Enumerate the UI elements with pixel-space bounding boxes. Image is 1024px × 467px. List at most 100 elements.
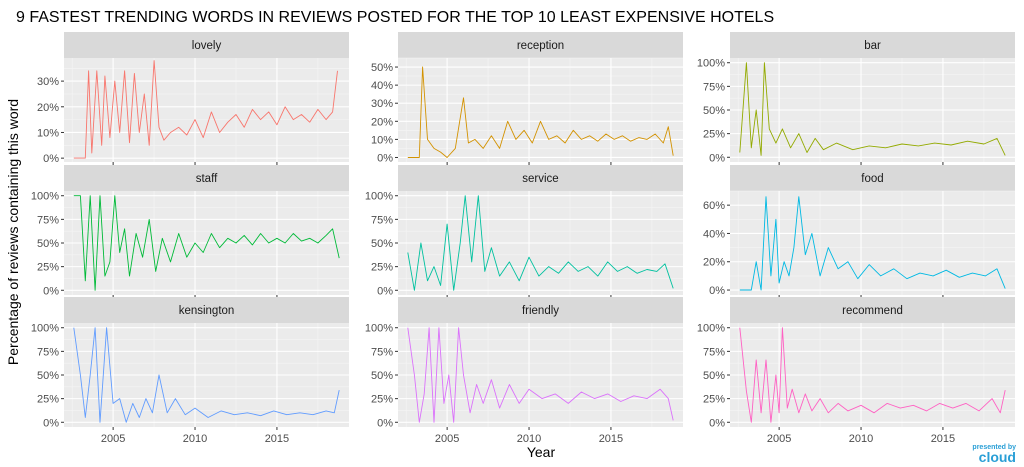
facet-strip-label: service [522, 173, 558, 185]
facet-strip [730, 32, 1015, 58]
y-tick-label: 0% [377, 152, 393, 164]
facet-strip [64, 297, 349, 323]
x-tick-label: 2010 [517, 433, 541, 445]
y-tick-label: 0% [709, 417, 725, 429]
y-tick-label: 50% [703, 105, 725, 117]
facet-panel-service: service 0% 25% 50% 75% 100% [365, 165, 683, 298]
facet-panels: lovely 0% 10% 20% 30% reception 0% 10% 20% 30% 40%… [31, 32, 1015, 445]
facet-strip [64, 32, 349, 58]
facet-strip [398, 32, 683, 58]
y-tick-label: 0% [43, 153, 59, 165]
watermark-logo: presented by cloud [972, 444, 1016, 465]
y-tick-label: 30% [371, 98, 393, 110]
facet-panel-friendly: friendly 0% 25% 50% 75% 100% 2005 2010 2015 [365, 297, 683, 445]
series-line-recommend [739, 327, 1006, 423]
x-tick-label: 2015 [265, 433, 289, 445]
facet-strip [64, 165, 349, 191]
x-tick-label: 2015 [599, 433, 623, 445]
y-tick-label: 25% [703, 394, 725, 406]
y-tick-label: 0% [377, 285, 393, 297]
y-tick-label: 40% [703, 228, 725, 240]
facet-panel-lovely: lovely 0% 10% 20% 30% [37, 32, 349, 165]
series-line-service [407, 195, 674, 291]
y-tick-label: 60% [703, 200, 725, 212]
y-tick-label: 20% [37, 102, 59, 114]
plot-background [64, 58, 349, 162]
facet-strip-label: bar [864, 40, 881, 52]
y-tick-label: 100% [31, 191, 59, 203]
x-axis-title: Year [527, 444, 556, 460]
facet-strip-label: kensington [179, 305, 235, 317]
y-tick-label: 100% [365, 323, 393, 335]
y-tick-label: 75% [703, 346, 725, 358]
facet-panel-food: food 0% 20% 40% 60% [703, 165, 1015, 298]
facet-strip [730, 165, 1015, 191]
y-tick-label: 10% [37, 127, 59, 139]
facet-strip-label: lovely [192, 40, 222, 52]
y-tick-label: 0% [709, 285, 725, 297]
y-tick-label: 75% [371, 346, 393, 358]
y-tick-label: 25% [37, 262, 59, 274]
facet-strip-label: reception [517, 40, 564, 52]
facet-strip [398, 297, 683, 323]
x-tick-label: 2005 [435, 433, 459, 445]
series-line-friendly [407, 327, 674, 423]
y-tick-label: 50% [371, 238, 393, 250]
x-tick-label: 2005 [101, 433, 125, 445]
y-tick-label: 50% [703, 370, 725, 382]
facet-panel-kensington: kensington 0% 25% 50% 75% 100% 2005 2010 2015 [31, 297, 349, 445]
series-line-food [739, 196, 1006, 291]
y-tick-label: 25% [371, 394, 393, 406]
facet-strip [730, 297, 1015, 323]
series-line-kensington [73, 327, 340, 423]
y-tick-label: 25% [371, 262, 393, 274]
plot-background [398, 58, 683, 162]
facet-strip [398, 165, 683, 191]
y-tick-label: 100% [697, 323, 725, 335]
series-line-bar [739, 62, 1006, 156]
y-tick-label: 50% [37, 370, 59, 382]
y-tick-label: 75% [703, 81, 725, 93]
y-tick-label: 100% [31, 323, 59, 335]
facet-strip-label: friendly [522, 305, 559, 317]
series-line-lovely [73, 60, 338, 159]
y-tick-label: 0% [43, 417, 59, 429]
y-tick-label: 0% [709, 152, 725, 164]
y-tick-label: 20% [703, 257, 725, 269]
x-tick-label: 2010 [183, 433, 207, 445]
y-tick-label: 100% [697, 58, 725, 70]
y-tick-label: 25% [703, 129, 725, 141]
y-tick-label: 75% [371, 214, 393, 226]
y-axis-title: Percentage of reviews containing this wo… [5, 99, 21, 365]
logo-main-text: cloud [979, 449, 1016, 465]
y-tick-label: 30% [37, 76, 59, 88]
facet-panel-bar: bar 0% 25% 50% 75% 100% [697, 32, 1015, 165]
x-tick-label: 2015 [931, 433, 955, 445]
logo-top-text: presented by [972, 444, 1016, 451]
series-line-staff [73, 195, 340, 291]
x-tick-label: 2005 [767, 433, 791, 445]
y-tick-label: 75% [37, 214, 59, 226]
y-tick-label: 0% [377, 417, 393, 429]
x-tick-label: 2010 [849, 433, 873, 445]
y-tick-label: 25% [37, 394, 59, 406]
y-tick-label: 20% [371, 116, 393, 128]
series-line-reception [407, 66, 674, 158]
facet-panel-recommend: recommend 0% 25% 50% 75% 100% 2005 2010 2015 [697, 297, 1015, 445]
facet-strip-label: staff [196, 173, 218, 185]
y-tick-label: 40% [371, 80, 393, 92]
y-tick-label: 75% [37, 346, 59, 358]
chart-title: 9 FASTEST TRENDING WORDS IN REVIEWS POST… [16, 9, 774, 26]
y-tick-label: 10% [371, 134, 393, 146]
plot-background [730, 191, 1015, 295]
y-tick-label: 50% [371, 62, 393, 74]
y-tick-label: 0% [43, 285, 59, 297]
facet-strip-label: recommend [842, 305, 903, 317]
y-tick-label: 50% [371, 370, 393, 382]
y-tick-label: 100% [365, 191, 393, 203]
y-tick-label: 50% [37, 238, 59, 250]
facet-strip-label: food [861, 173, 883, 185]
facet-panel-staff: staff 0% 25% 50% 75% 100% [31, 165, 349, 298]
facet-panel-reception: reception 0% 10% 20% 30% 40% 50% [371, 32, 683, 165]
